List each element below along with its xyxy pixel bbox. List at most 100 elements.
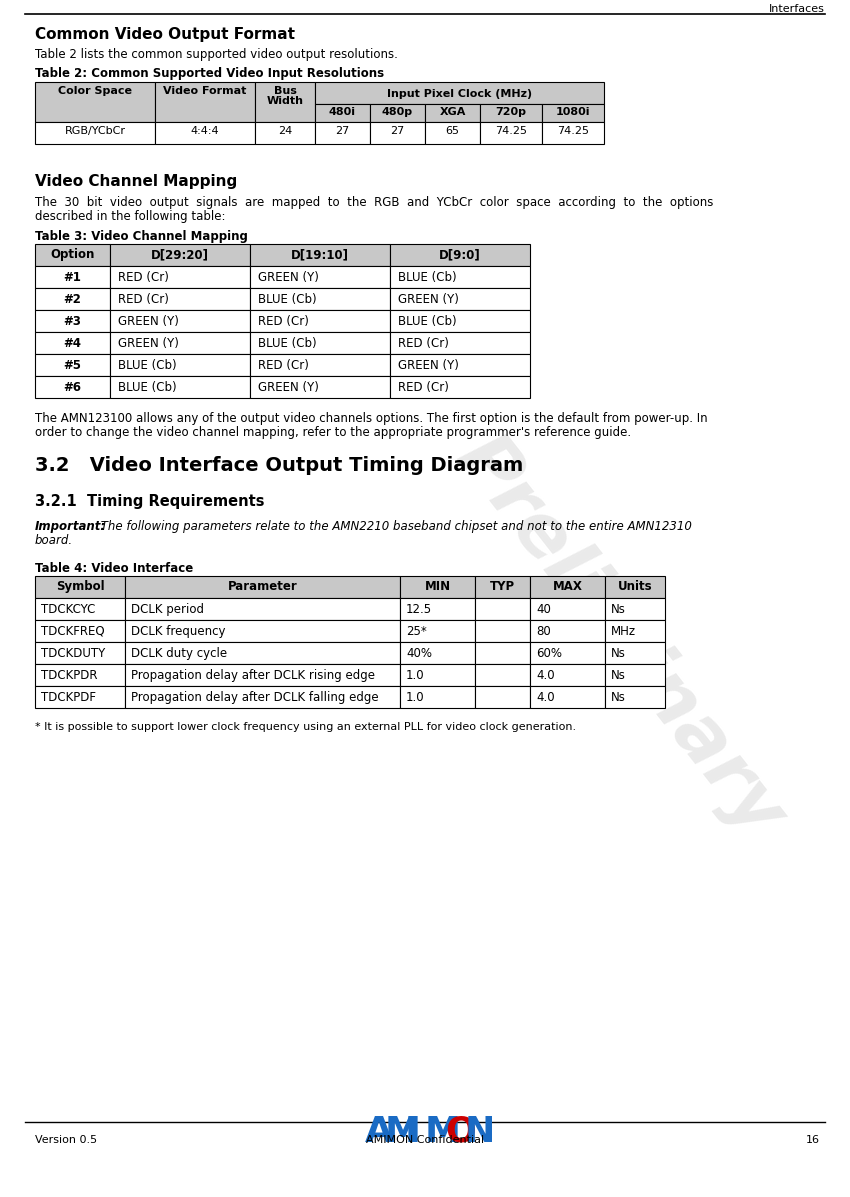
Text: BLUE (Cb): BLUE (Cb) [398, 315, 456, 328]
Bar [125, 686, 400, 707]
Text: Option: Option [50, 248, 94, 261]
Text: A: A [365, 1114, 393, 1149]
Text: GREEN (Y): GREEN (Y) [398, 293, 459, 306]
Text: D[29:20]: D[29:20] [151, 248, 209, 261]
Text: Preliminary: Preliminary [442, 423, 798, 851]
Bar [125, 598, 400, 620]
Text: MAX: MAX [552, 581, 582, 593]
Bar [35, 83, 155, 122]
Bar [480, 104, 542, 122]
Bar [542, 104, 604, 122]
Bar [605, 576, 665, 598]
Bar [35, 686, 125, 707]
Text: Table 3: Video Channel Mapping: Table 3: Video Channel Mapping [35, 230, 248, 243]
Bar [250, 288, 390, 310]
Text: The  30  bit  video  output  signals  are  mapped  to  the  RGB  and  YCbCr  col: The 30 bit video output signals are mapp… [35, 196, 713, 209]
Text: 4:4:4: 4:4:4 [190, 126, 219, 136]
Text: TDCKDUTY: TDCKDUTY [41, 648, 105, 660]
Bar [400, 576, 475, 598]
Text: Ns: Ns [611, 669, 626, 682]
Text: Ns: Ns [611, 691, 626, 704]
Bar [530, 620, 605, 642]
Text: GREEN (Y): GREEN (Y) [398, 359, 459, 372]
Bar [605, 664, 665, 686]
Text: Ns: Ns [611, 603, 626, 616]
Text: 1.0: 1.0 [406, 669, 425, 682]
Bar [390, 288, 530, 310]
Bar [35, 122, 155, 144]
Bar [35, 310, 110, 332]
Text: Ns: Ns [611, 648, 626, 660]
Text: Interfaces: Interfaces [769, 4, 825, 14]
Text: order to change the video channel mapping, refer to the appropriate programmer's: order to change the video channel mappin… [35, 426, 631, 439]
Bar [35, 332, 110, 354]
Bar [425, 122, 480, 144]
Text: RED (Cr): RED (Cr) [258, 315, 309, 328]
Bar [35, 244, 110, 266]
Text: Video Channel Mapping: Video Channel Mapping [35, 174, 237, 189]
Bar [155, 122, 255, 144]
Bar [605, 686, 665, 707]
Text: 24: 24 [278, 126, 292, 136]
Text: BLUE (Cb): BLUE (Cb) [398, 271, 456, 284]
Bar [530, 598, 605, 620]
Text: RED (Cr): RED (Cr) [258, 359, 309, 372]
Text: The following parameters relate to the AMN2210 baseband chipset and not to the e: The following parameters relate to the A… [97, 519, 692, 533]
Text: Width: Width [267, 96, 303, 107]
Text: RGB/YCbCr: RGB/YCbCr [65, 126, 126, 136]
Bar [475, 686, 530, 707]
Bar [530, 686, 605, 707]
Text: D[9:0]: D[9:0] [439, 248, 481, 261]
Text: O: O [445, 1114, 476, 1149]
Text: Propagation delay after DCLK rising edge: Propagation delay after DCLK rising edge [131, 669, 375, 682]
Text: #6: #6 [64, 381, 82, 394]
Bar [605, 598, 665, 620]
Bar [400, 598, 475, 620]
Bar [390, 310, 530, 332]
Bar [475, 620, 530, 642]
Bar [400, 620, 475, 642]
Text: DCLK frequency: DCLK frequency [131, 625, 225, 638]
Text: 25*: 25* [406, 625, 427, 638]
Text: DCLK duty cycle: DCLK duty cycle [131, 648, 227, 660]
Text: 1080i: 1080i [556, 107, 590, 117]
Bar [110, 288, 250, 310]
Bar [605, 620, 665, 642]
Bar [542, 122, 604, 144]
Text: GREEN (Y): GREEN (Y) [258, 271, 319, 284]
Bar [390, 266, 530, 288]
Bar [315, 122, 370, 144]
Bar [35, 664, 125, 686]
Bar [35, 288, 110, 310]
Text: TDCKFREQ: TDCKFREQ [41, 625, 105, 638]
Bar [35, 266, 110, 288]
Bar [315, 83, 604, 104]
Bar [475, 642, 530, 664]
Bar [530, 576, 605, 598]
Bar [530, 642, 605, 664]
Bar [110, 332, 250, 354]
Text: Table 2 lists the common supported video output resolutions.: Table 2 lists the common supported video… [35, 48, 398, 61]
Text: BLUE (Cb): BLUE (Cb) [118, 359, 177, 372]
Bar [125, 642, 400, 664]
Bar [400, 642, 475, 664]
Text: 60%: 60% [536, 648, 562, 660]
Text: BLUE (Cb): BLUE (Cb) [258, 338, 316, 350]
Text: GREEN (Y): GREEN (Y) [258, 381, 319, 394]
Text: Color Space: Color Space [58, 86, 132, 96]
Text: RED (Cr): RED (Cr) [398, 338, 449, 350]
Text: #5: #5 [64, 359, 82, 372]
Bar [155, 83, 255, 122]
Text: AMIMON Confidential: AMIMON Confidential [366, 1135, 484, 1146]
Text: 80: 80 [536, 625, 551, 638]
Text: TDCKPDF: TDCKPDF [41, 691, 96, 704]
Text: Table 4: Video Interface: Table 4: Video Interface [35, 563, 193, 575]
Text: I: I [405, 1114, 418, 1149]
Text: GREEN (Y): GREEN (Y) [118, 315, 178, 328]
Bar [480, 122, 542, 144]
Bar [605, 642, 665, 664]
Bar [250, 376, 390, 397]
Text: 16: 16 [806, 1135, 820, 1146]
Text: 74.25: 74.25 [557, 126, 589, 136]
Text: 40: 40 [536, 603, 551, 616]
